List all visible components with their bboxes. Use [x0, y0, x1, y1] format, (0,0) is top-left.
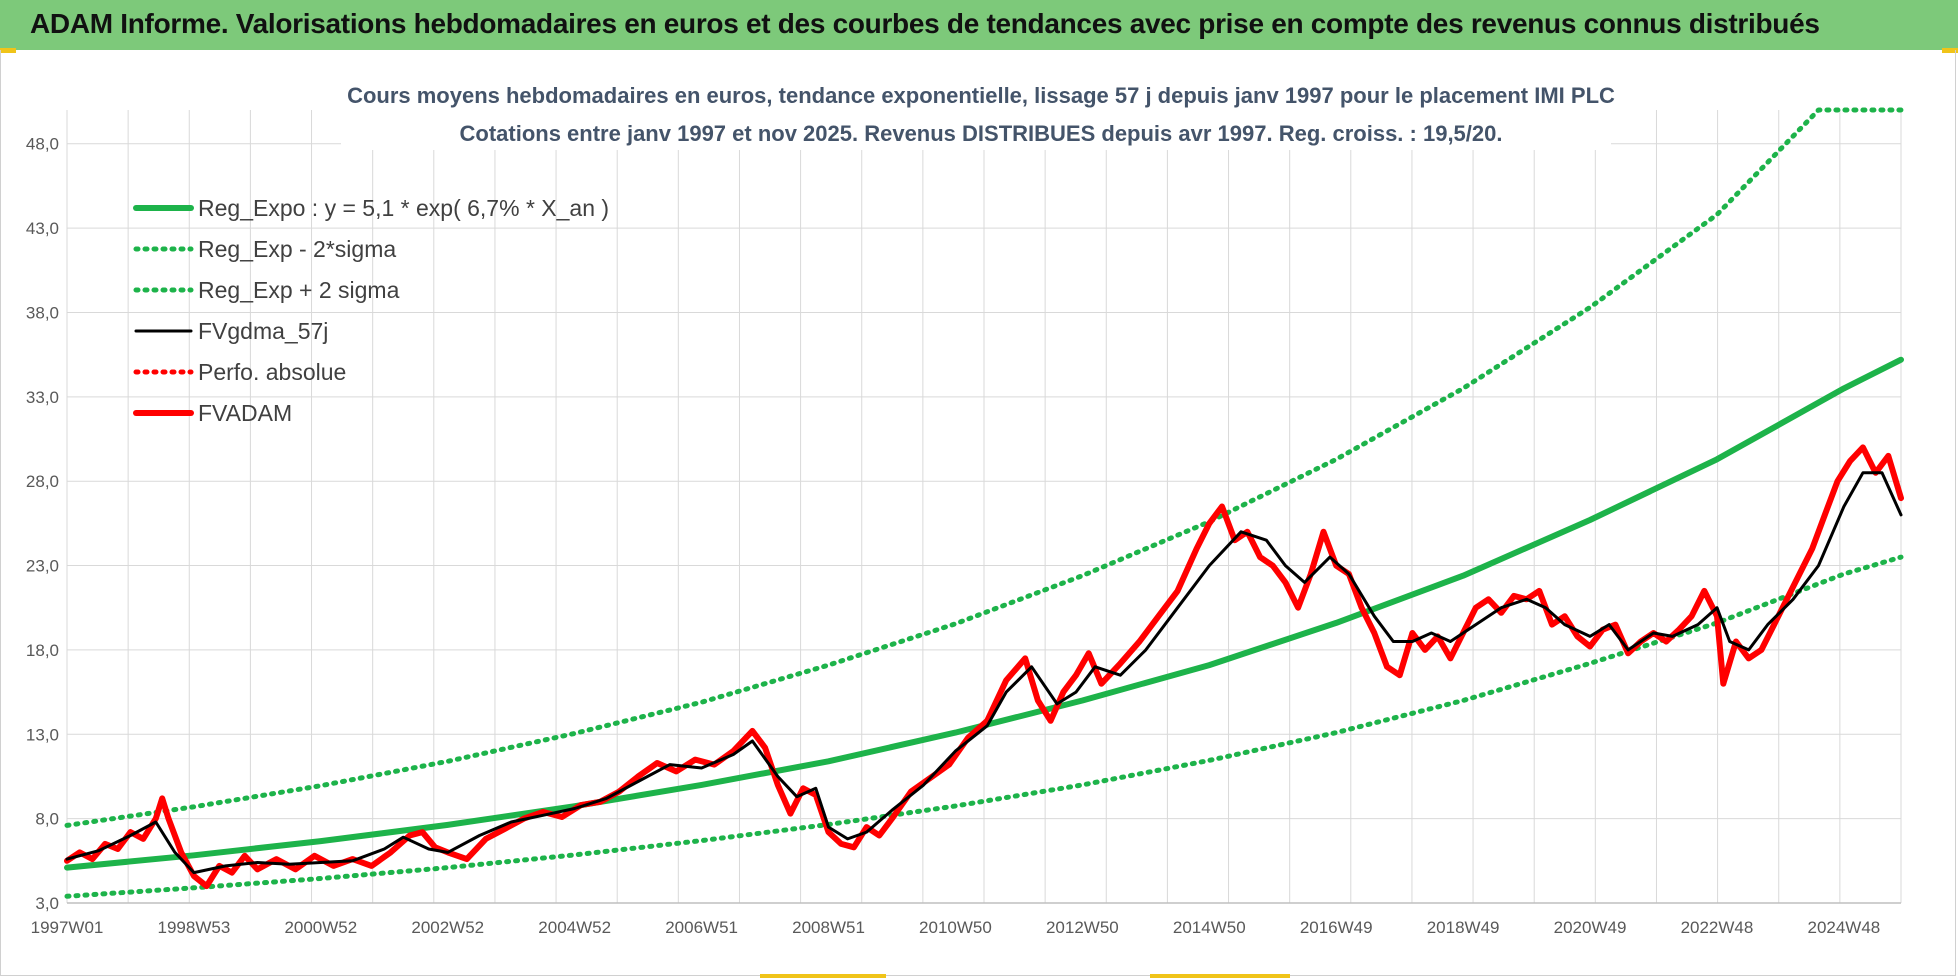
x-tick-label: 2008W51	[792, 918, 865, 937]
bottom-accent-1	[760, 974, 886, 978]
y-tick-label: 43,0	[26, 219, 59, 238]
y-tick-label: 3,0	[35, 894, 59, 913]
bottom-accent-2	[1150, 974, 1290, 978]
y-tick-label: 13,0	[26, 725, 59, 744]
banner-title: ADAM Informe. Valorisations hebdomadaire…	[30, 8, 1820, 39]
x-tick-label: 2000W52	[284, 918, 357, 937]
y-tick-label: 8,0	[35, 810, 59, 829]
legend-label: FVADAM	[198, 400, 292, 426]
x-tick-label: 2004W52	[538, 918, 611, 937]
y-tick-label: 28,0	[26, 472, 59, 491]
legend-label: FVgdma_57j	[198, 318, 328, 344]
legend-label: Reg_Exp - 2*sigma	[198, 236, 396, 262]
y-tick-label: 23,0	[26, 557, 59, 576]
x-tick-label: 2020W49	[1554, 918, 1627, 937]
x-tick-label: 1997W01	[31, 918, 104, 937]
title-background	[341, 72, 1611, 150]
series-line-3	[65, 471, 1903, 875]
x-tick-label: 2002W52	[411, 918, 484, 937]
corner-accent-left	[0, 48, 16, 53]
x-tick-label: 2016W49	[1300, 918, 1373, 937]
y-tick-label: 33,0	[26, 388, 59, 407]
x-tick-label: 2022W48	[1681, 918, 1754, 937]
title-banner: ADAM Informe. Valorisations hebdomadaire…	[0, 0, 1958, 50]
x-tick-label: 2012W50	[1046, 918, 1119, 937]
series-line-2	[64, 107, 1904, 828]
series-line-0	[64, 356, 1904, 871]
y-tick-label: 18,0	[26, 641, 59, 660]
legend-label: Perfo. absolue	[198, 359, 346, 385]
x-tick-label: 2014W50	[1173, 918, 1246, 937]
y-tick-label: 38,0	[26, 303, 59, 322]
x-tick-label: 2018W49	[1427, 918, 1500, 937]
legend-label: Reg_Expo : y = 5,1 * exp( 6,7% * X_an )	[198, 195, 609, 221]
chart-frame: 3,0 8,0 13,0 18,0 23,0 28,0 33,0 38,0 43,0 48,0 19…	[0, 50, 1956, 976]
chart-subtitle: Cotations entre janv 1997 et nov 2025. R…	[460, 121, 1503, 146]
series-line-1	[64, 554, 1904, 899]
y-tick-label: 48,0	[26, 135, 59, 154]
x-tick-label: 1998W53	[158, 918, 231, 937]
corner-accent-right	[1942, 48, 1958, 53]
legend-label: Reg_Exp + 2 sigma	[198, 277, 400, 303]
x-tick-label: 2006W51	[665, 918, 738, 937]
chart-title: Cours moyens hebdomadaires en euros, ten…	[347, 83, 1615, 108]
x-tick-label: 2024W48	[1807, 918, 1880, 937]
line-chart: 3,0 8,0 13,0 18,0 23,0 28,0 33,0 38,0 43,0 48,0 19…	[26, 72, 1904, 937]
x-tick-label: 2010W50	[919, 918, 992, 937]
